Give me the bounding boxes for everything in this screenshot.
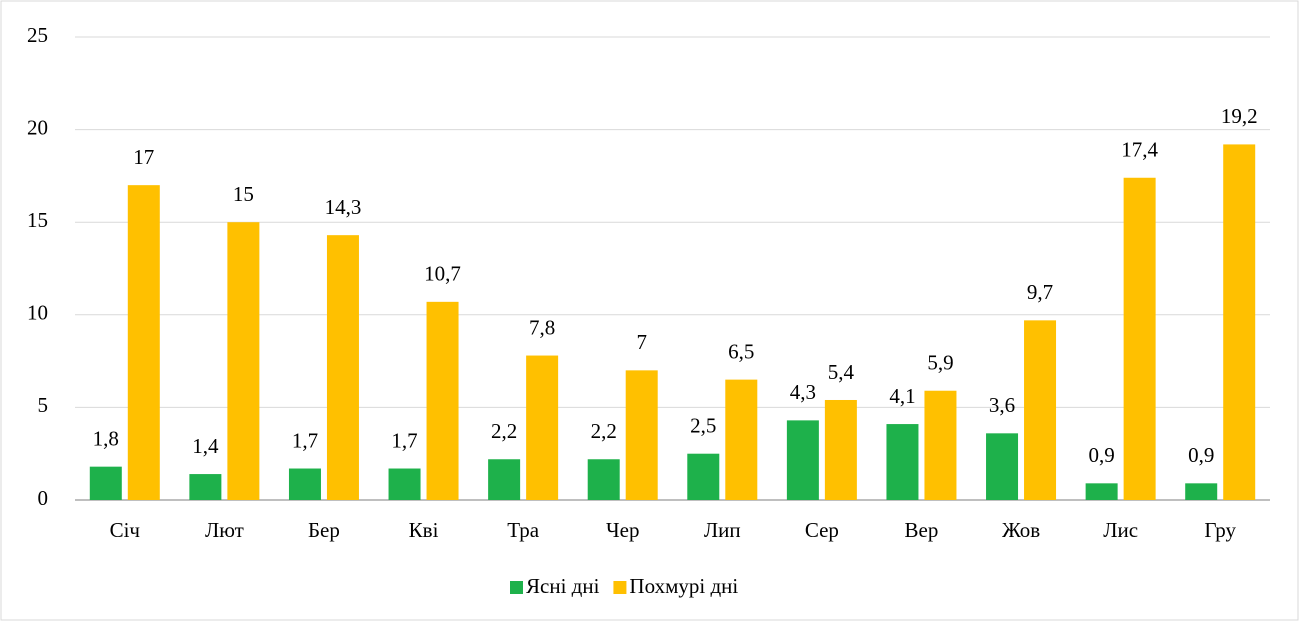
x-tick-label: Вер <box>905 518 939 542</box>
data-label: 0,9 <box>1089 443 1115 467</box>
bar <box>725 379 758 500</box>
y-tick-label: 0 <box>38 486 49 510</box>
y-tick-label: 25 <box>27 23 48 47</box>
x-tick-label: Тра <box>507 518 540 542</box>
x-tick-label: Чер <box>606 518 639 542</box>
data-label: 3,6 <box>989 393 1015 417</box>
legend-label: Ясні дні <box>526 574 600 598</box>
bar <box>1223 144 1256 500</box>
bar <box>587 459 620 500</box>
bar <box>687 453 720 500</box>
y-tick-label: 10 <box>27 301 48 325</box>
x-tick-label: Лип <box>704 518 741 542</box>
data-label: 7 <box>636 330 647 354</box>
bar <box>625 370 658 500</box>
data-label: 0,9 <box>1188 443 1214 467</box>
y-tick-label: 20 <box>27 115 48 139</box>
x-tick-label: Лют <box>205 518 244 542</box>
data-label: 4,3 <box>790 380 816 404</box>
x-tick-label: Жов <box>1002 518 1040 542</box>
data-label: 5,4 <box>828 360 855 384</box>
bar <box>388 468 421 500</box>
bar <box>986 433 1019 500</box>
x-tick-label: Гру <box>1204 518 1236 542</box>
x-tick-label: Кві <box>409 518 439 542</box>
bar <box>886 424 919 500</box>
bar <box>227 222 260 500</box>
data-label: 2,2 <box>591 419 617 443</box>
bar <box>89 466 122 500</box>
bar <box>288 468 321 500</box>
x-tick-label: Сер <box>805 518 839 542</box>
bar <box>526 355 559 500</box>
bar <box>189 474 222 500</box>
legend-swatch <box>613 581 627 594</box>
data-label: 19,2 <box>1221 104 1258 128</box>
data-label: 10,7 <box>424 262 461 286</box>
bar <box>1123 177 1156 500</box>
x-tick-label: Лис <box>1103 518 1138 542</box>
bar <box>1185 483 1218 500</box>
data-label: 1,4 <box>192 434 219 458</box>
y-tick-label: 15 <box>27 208 48 232</box>
legend-swatch <box>510 581 523 594</box>
data-label: 15 <box>233 182 254 206</box>
x-tick-label: Січ <box>110 518 141 542</box>
data-label: 7,8 <box>529 315 555 339</box>
bar <box>1024 320 1057 500</box>
data-label: 5,9 <box>927 351 953 375</box>
data-label: 4,1 <box>889 384 915 408</box>
data-label: 9,7 <box>1027 280 1053 304</box>
data-label: 1,8 <box>93 426 119 450</box>
bar <box>824 399 857 500</box>
data-label: 17 <box>133 145 154 169</box>
data-label: 1,7 <box>391 428 417 452</box>
data-label: 2,5 <box>690 414 716 438</box>
bar <box>426 301 459 500</box>
bar <box>127 185 160 500</box>
bar <box>326 235 359 500</box>
bar <box>1085 483 1118 500</box>
x-tick-label: Бер <box>308 518 340 542</box>
bar <box>786 420 819 500</box>
data-label: 6,5 <box>728 339 754 363</box>
data-label: 1,7 <box>292 428 318 452</box>
legend-label: Похмурі дні <box>629 574 738 598</box>
y-tick-label: 5 <box>38 393 49 417</box>
data-label: 14,3 <box>325 195 362 219</box>
bar <box>488 459 521 500</box>
bar <box>924 390 957 500</box>
data-label: 17,4 <box>1121 138 1158 162</box>
data-label: 2,2 <box>491 419 517 443</box>
